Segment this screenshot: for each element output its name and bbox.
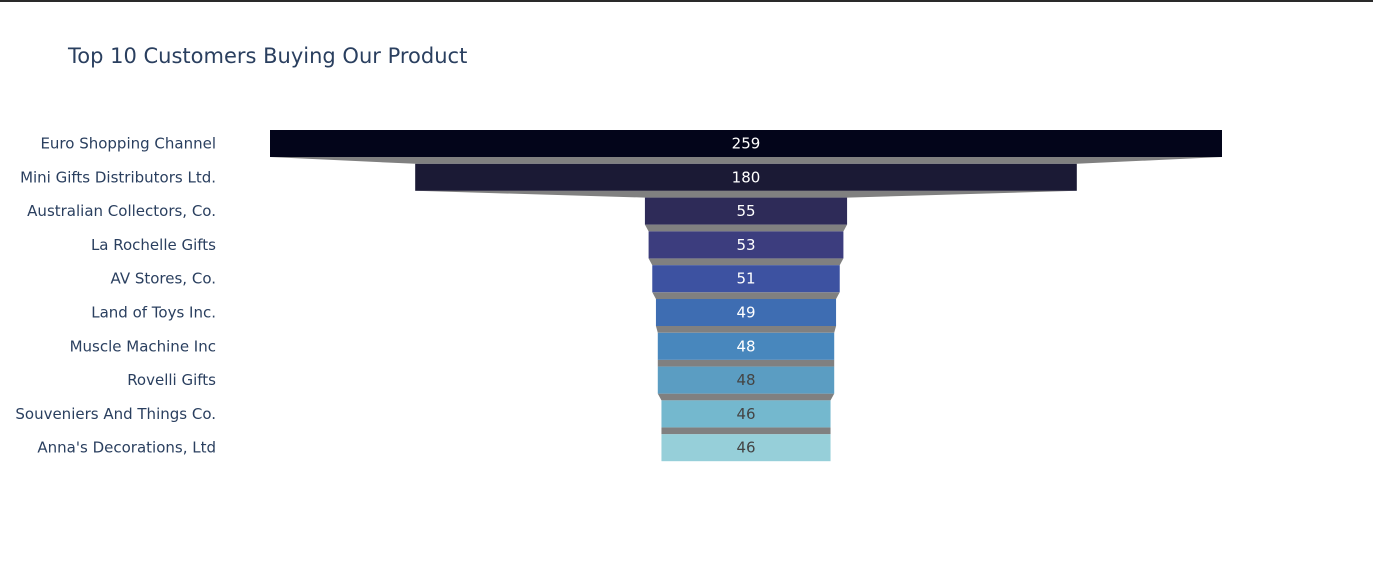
category-label: La Rochelle Gifts xyxy=(91,236,216,254)
category-label: Mini Gifts Distributors Ltd. xyxy=(20,168,216,186)
value-label: 48 xyxy=(736,371,755,389)
top-border xyxy=(0,0,1373,2)
value-label: 55 xyxy=(736,202,755,220)
funnel-connector xyxy=(644,224,848,232)
value-label: 49 xyxy=(736,304,755,322)
funnel-category-labels: Euro Shopping Channel Mini Gifts Distribu… xyxy=(15,135,216,457)
funnel-connector xyxy=(652,292,840,299)
category-label: Land of Toys Inc. xyxy=(91,304,216,322)
category-label: AV Stores, Co. xyxy=(111,270,216,288)
funnel-bar[interactable] xyxy=(270,130,1222,157)
funnel-value-labels: 259 180 55 53 51 49 48 48 46 46 xyxy=(732,135,761,457)
funnel-connector xyxy=(415,190,1077,198)
funnel-connector xyxy=(648,258,844,266)
category-label: Anna's Decorations, Ltd xyxy=(37,439,216,457)
chart-title: Top 10 Customers Buying Our Product xyxy=(68,44,468,68)
funnel-bar[interactable] xyxy=(657,332,835,360)
value-label: 51 xyxy=(736,270,755,288)
category-label: Euro Shopping Channel xyxy=(40,135,216,153)
funnel-bar[interactable] xyxy=(415,163,1077,191)
funnel-bar[interactable] xyxy=(652,265,840,293)
funnel-connector xyxy=(270,157,1222,164)
category-label: Rovelli Gifts xyxy=(127,371,216,389)
value-label: 180 xyxy=(732,168,761,186)
category-label: Australian Collectors, Co. xyxy=(27,202,216,220)
category-label: Souveniers And Things Co. xyxy=(15,405,216,423)
funnel-connector xyxy=(661,427,831,435)
funnel-bar[interactable] xyxy=(648,231,844,259)
funnel-connectors xyxy=(270,157,1222,435)
funnel-bar[interactable] xyxy=(644,197,848,225)
funnel-connector xyxy=(655,326,837,333)
funnel-connector xyxy=(657,393,835,401)
value-label: 46 xyxy=(736,439,755,457)
funnel-bar[interactable] xyxy=(661,434,831,462)
value-label: 53 xyxy=(736,236,755,254)
value-label: 48 xyxy=(736,337,755,355)
funnel-bars xyxy=(270,130,1222,462)
funnel-bar[interactable] xyxy=(657,366,835,394)
funnel-bar[interactable] xyxy=(661,400,831,428)
value-label: 259 xyxy=(732,135,761,153)
funnel-connector xyxy=(657,359,835,367)
value-label: 46 xyxy=(736,405,755,423)
funnel-bar[interactable] xyxy=(655,299,837,326)
category-label: Muscle Machine Inc xyxy=(70,337,216,355)
